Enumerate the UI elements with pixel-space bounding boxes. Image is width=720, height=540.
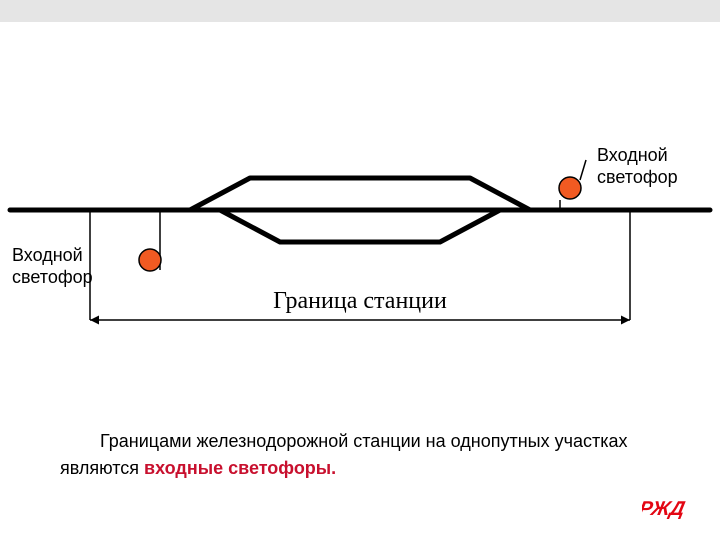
station-boundary-label: Граница станции xyxy=(0,288,720,315)
signal-label-left: Входнойсветофор xyxy=(12,245,93,288)
diagram-svg xyxy=(0,60,720,360)
body-line2-prefix: являются xyxy=(60,458,144,478)
body-highlight: входные светофоры. xyxy=(144,458,336,478)
logo-text: РЖД xyxy=(642,498,687,520)
station-diagram xyxy=(0,60,720,360)
signal-label-right: Входнойсветофор xyxy=(597,145,678,188)
top-bar xyxy=(0,0,720,22)
rzd-logo-svg: РЖД xyxy=(642,495,702,521)
body-line1: Границами железнодорожной станции на одн… xyxy=(100,431,627,451)
rzd-logo: РЖД xyxy=(642,495,702,526)
body-text: Границами железнодорожной станции на одн… xyxy=(60,428,670,482)
